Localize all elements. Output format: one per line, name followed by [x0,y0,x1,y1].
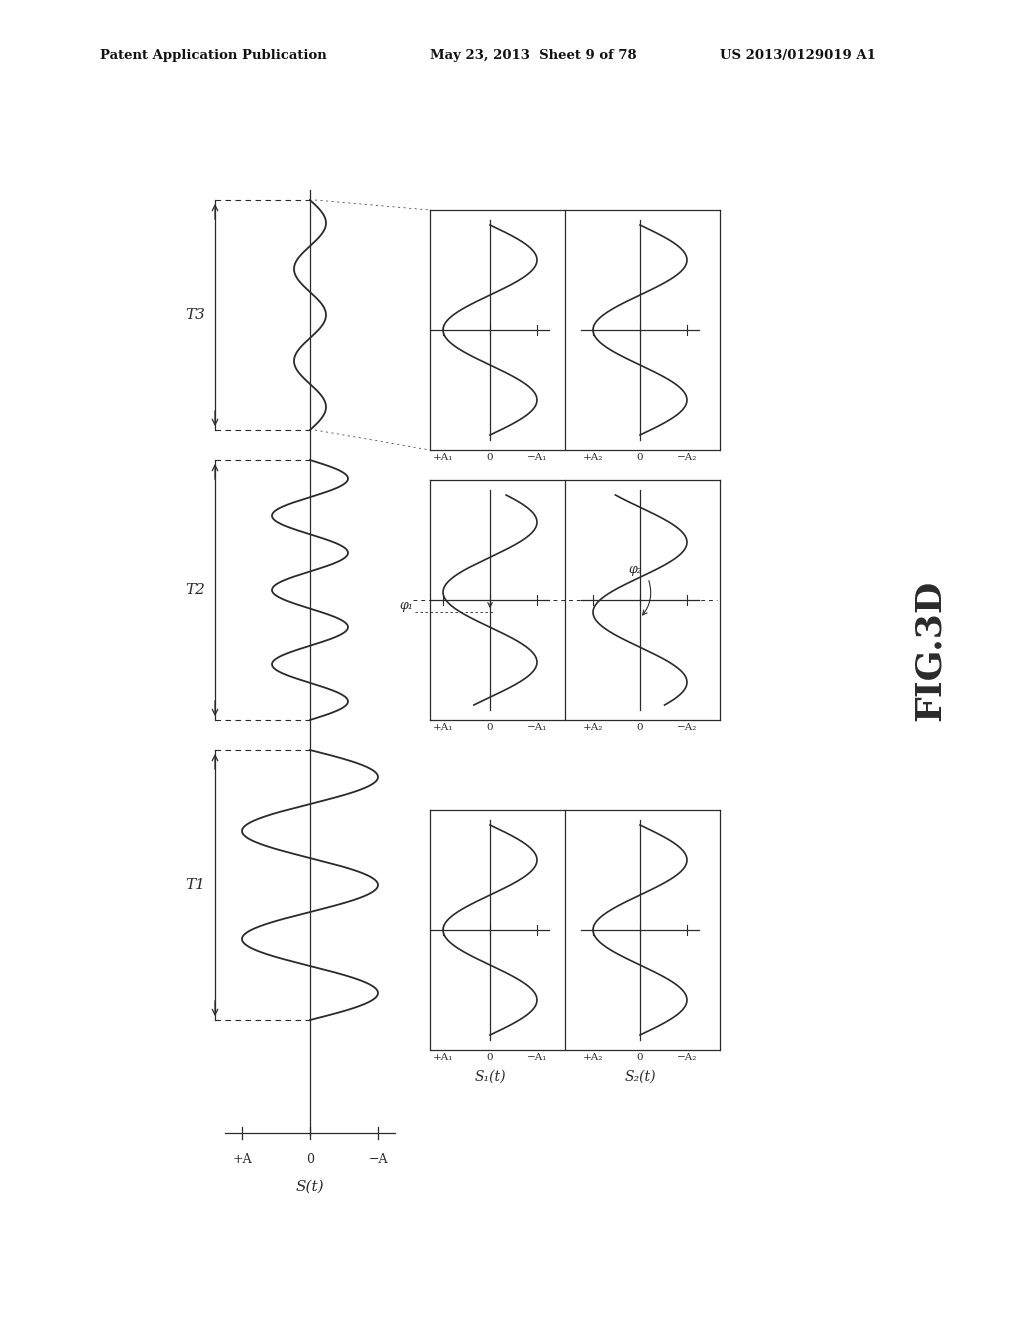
Text: +A₂: +A₂ [583,453,603,462]
Text: 0: 0 [486,1053,494,1063]
Text: S(t): S(t) [296,1180,325,1195]
Text: +A: +A [232,1152,252,1166]
Text: −A₁: −A₁ [526,453,547,462]
Text: φ₁: φ₁ [399,599,413,612]
Text: T1: T1 [185,878,205,892]
Text: −A₁: −A₁ [526,1053,547,1063]
Text: −A₁: −A₁ [526,723,547,733]
Text: US 2013/0129019 A1: US 2013/0129019 A1 [720,49,876,62]
Text: 0: 0 [637,453,643,462]
Text: φ₂: φ₂ [628,564,642,577]
Text: S₂(t): S₂(t) [625,1071,655,1084]
Text: 0: 0 [486,723,494,733]
Text: −A₂: −A₂ [677,453,697,462]
Text: +A₁: +A₁ [433,453,454,462]
Text: −A₂: −A₂ [677,1053,697,1063]
Text: −A: −A [369,1152,388,1166]
Text: May 23, 2013  Sheet 9 of 78: May 23, 2013 Sheet 9 of 78 [430,49,637,62]
Text: 0: 0 [306,1152,314,1166]
Text: +A₂: +A₂ [583,1053,603,1063]
Text: T2: T2 [185,583,205,597]
Text: +A₁: +A₁ [433,723,454,733]
Text: 0: 0 [637,723,643,733]
Text: 0: 0 [637,1053,643,1063]
Text: 0: 0 [486,453,494,462]
Text: +A₂: +A₂ [583,723,603,733]
Text: T3: T3 [185,308,205,322]
Text: +A₁: +A₁ [433,1053,454,1063]
Text: Patent Application Publication: Patent Application Publication [100,49,327,62]
Text: S₁(t): S₁(t) [474,1071,506,1084]
Text: −A₂: −A₂ [677,723,697,733]
Text: FIG.3D: FIG.3D [913,579,947,721]
